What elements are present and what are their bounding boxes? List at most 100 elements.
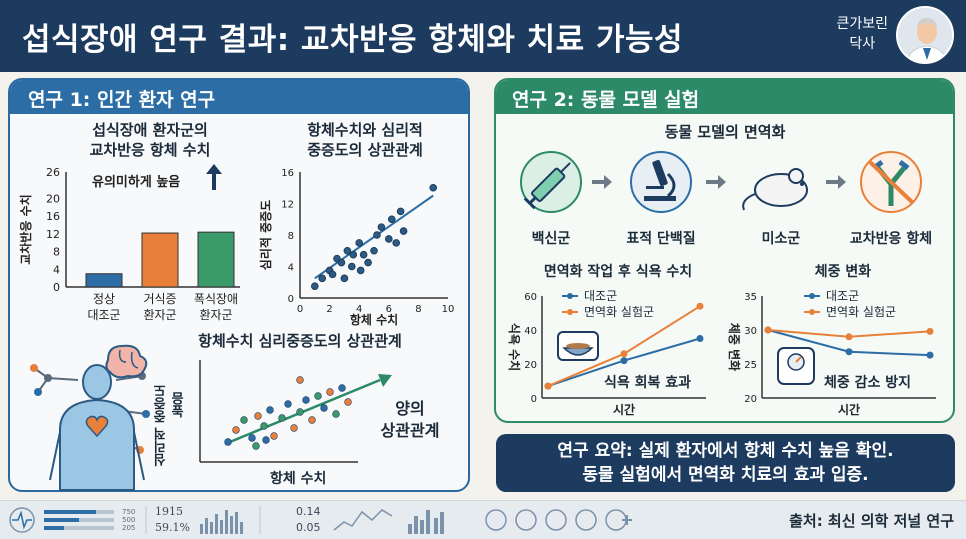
scatter-x-tick: 6: [386, 304, 392, 315]
footer-mini-3: 205: [122, 524, 136, 532]
scatter-chart-title: 항체수치와 심리적 중증도의 상관관계: [270, 120, 460, 160]
scatter-point: [370, 246, 378, 255]
scatter-x-tick: 2: [326, 304, 332, 315]
study1-header: [10, 80, 468, 114]
legend-marker: [809, 293, 815, 299]
footer-mini-2: 500: [122, 516, 136, 524]
study2-header: [496, 80, 953, 114]
bar: [85, 273, 123, 288]
bottom-scatter-point: [224, 438, 232, 446]
bar-title-line2: 교차반응 항체 수치: [89, 141, 211, 159]
bar-y-label: 교차반응 수치: [18, 194, 33, 264]
line-y-tick: 20: [524, 360, 537, 371]
header-bar: [0, 0, 966, 72]
bar-category-label: 환자군: [143, 308, 176, 322]
pulse-icon: [9, 507, 35, 533]
line-y-tick: 25: [744, 360, 757, 371]
bottom-scatter-point: [270, 432, 278, 440]
bottom-scatter-point: [314, 392, 322, 400]
scatter-title-line2: 중증도의 상관관계: [307, 141, 423, 159]
author-name: 큰가보린: [836, 16, 888, 32]
scatter-x-tick: 10: [442, 304, 455, 315]
bar-title-line1: 섭식장애 환자군의: [92, 121, 208, 139]
footer-decorations: [9, 506, 632, 534]
study1-heading: 연구 1: 인간 환자 연구: [28, 89, 216, 111]
author-label: 큰가보린 닥사: [836, 14, 888, 54]
bottom-scatter-point: [320, 404, 328, 412]
bottom-scatter-point: [302, 396, 310, 404]
line-point: [620, 350, 628, 358]
bottom-scatter-point: [260, 422, 268, 430]
bottom-scatter-point: [338, 384, 346, 392]
scatter-x-tick: 8: [415, 304, 421, 315]
bottom-scatter-point: [248, 434, 256, 442]
scatter-point: [337, 258, 346, 267]
scatter-point: [429, 183, 438, 192]
legend-label: 대조군: [826, 289, 859, 303]
bottom-scatter-point: [278, 414, 286, 422]
bar-chart-title: 섭식장애 환자군의 교차반응 항체 수치: [40, 120, 260, 160]
legend-marker: [809, 309, 815, 315]
line-chart-title: 면역화 작업 후 식욕 수치: [544, 263, 692, 280]
footer-val-2: 0.05: [296, 521, 321, 534]
legend-label: 대조군: [584, 289, 617, 303]
line-point: [845, 333, 853, 341]
scale-needle: [795, 356, 802, 363]
scatter-point: [343, 246, 352, 255]
footer-stat-2: 59.1%: [155, 521, 190, 534]
bar-y-tick: 4: [53, 263, 60, 276]
flow-step-3: 미소군: [761, 231, 801, 247]
flow-step-4: 교차반응 항체: [849, 231, 933, 247]
scatter-point: [399, 227, 408, 235]
legend-label: 면역화 실험군: [584, 305, 654, 319]
microscope-icon: [630, 151, 692, 213]
scatter-point: [396, 207, 405, 216]
bar-category-label: 정상: [93, 292, 115, 306]
bar-y-tick: 0: [53, 281, 60, 294]
scatter-title-line1: 항체수치와 심리적: [307, 121, 423, 139]
line-y-tick: 30: [744, 326, 757, 337]
scale-icon: [777, 347, 815, 385]
line-y-tick: 35: [744, 292, 757, 303]
line-point: [544, 382, 552, 390]
mouse-icon: [742, 168, 808, 211]
bottom-ylabel-1: 심리적 중증도: [154, 384, 169, 467]
bar-y-tick: 12: [46, 228, 60, 241]
line-point: [696, 335, 704, 342]
flow-step-2: 표적 단백질: [626, 231, 696, 247]
scatter-point: [373, 231, 381, 239]
study2-panel: [494, 78, 955, 423]
line-y-tick: 20: [744, 394, 757, 405]
line-x-label: 시간: [613, 402, 635, 417]
scatter-point: [356, 266, 365, 275]
positive-correlation-label: 양의 상관관계: [360, 398, 460, 442]
bottom-chart-title: 항체수치 심리중증도의 상관관계: [198, 332, 402, 350]
footer-mini-1: 750: [122, 508, 136, 516]
study2-heading: 연구 2: 동물 모델 실험: [512, 89, 700, 111]
line-y-tick: 40: [524, 326, 537, 337]
line-y-tick: 0: [531, 394, 537, 405]
line-point: [620, 357, 628, 365]
line-x-label: 시간: [838, 402, 860, 417]
bottom-scatter-point: [266, 406, 274, 414]
avatar-doctor-icon: [898, 8, 952, 62]
bar-category-label: 폭식장애: [194, 292, 238, 306]
weight-effect-label: 체중 감소 방지: [824, 375, 912, 391]
line-point: [926, 327, 934, 335]
scatter-point: [359, 250, 368, 259]
positive-line2: 상관관계: [380, 421, 440, 440]
scatter-point: [310, 282, 319, 290]
footer-val-1: 0.14: [296, 505, 321, 518]
scatter-point: [392, 239, 401, 247]
author-title: 닥사: [849, 36, 876, 52]
heart-icon: [85, 415, 109, 438]
bar: [197, 231, 235, 288]
scatter-point: [377, 223, 386, 231]
scatter-point: [364, 258, 372, 267]
antibody-blocked-icon: [860, 151, 922, 213]
scatter-x-tick: 4: [356, 304, 362, 315]
bottom-scatter-point: [308, 416, 316, 424]
bottom-scatter-point: [344, 398, 352, 406]
